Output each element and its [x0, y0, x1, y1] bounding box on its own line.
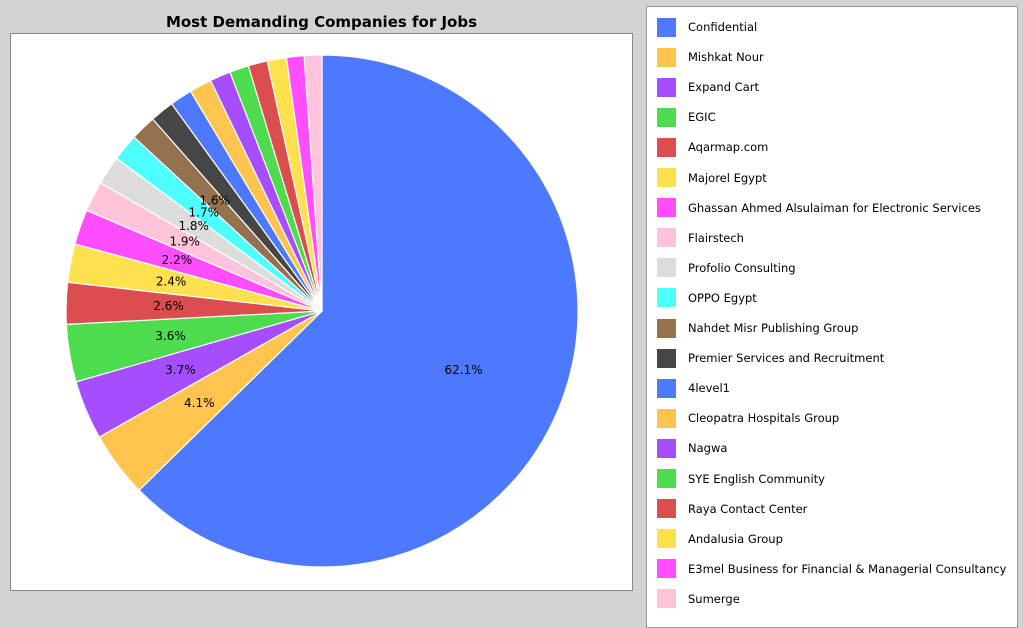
pie-pct-label-confidential: 62.1%	[445, 363, 483, 377]
legend-item-majorel-egypt: Majorel Egypt	[657, 168, 767, 188]
legend-item-nagwa: Nagwa	[657, 438, 727, 458]
legend-label: Expand Cart	[688, 80, 759, 95]
legend-swatch	[657, 408, 676, 428]
legend-swatch	[657, 318, 676, 338]
legend-item-egic: EGIC	[657, 107, 716, 127]
legend-label: EGIC	[688, 110, 716, 125]
chart-legend: Confidential Mishkat Nour Expand Cart EGIC A…	[646, 6, 1018, 628]
legend-label: Mishkat Nour	[688, 50, 764, 65]
pie-pct-label-majorel-egypt: 2.4%	[156, 275, 187, 289]
legend-swatch	[657, 378, 676, 398]
legend-item-aqarmap-com: Aqarmap.com	[657, 137, 768, 157]
legend-swatch	[657, 469, 676, 488]
legend-label: Nahdet Misr Publishing Group	[688, 321, 859, 335]
legend-label: Majorel Egypt	[688, 170, 767, 185]
legend-item-raya-contact-center: Raya Contact Center	[657, 499, 807, 519]
legend-label: Andalusia Group	[688, 531, 783, 546]
legend-swatch	[657, 228, 676, 248]
legend-item-ghassan-ahmed-alsulaiman-for-electronic-services: Ghassan Ahmed Alsulaiman for Electronic …	[657, 198, 981, 218]
legend-swatch	[657, 288, 676, 308]
chart-title: Most Demanding Companies for Jobs	[165, 13, 478, 31]
pie-pct-label-nahdet-misr-publishing-group: 1.6%	[199, 194, 230, 208]
legend-swatch	[657, 77, 676, 97]
legend-label: Sumerge	[688, 591, 740, 606]
pie-pct-label-mishkat-nour: 4.1%	[184, 396, 215, 410]
legend-swatch	[657, 529, 676, 549]
legend-label: Nagwa	[688, 441, 728, 456]
legend-swatch	[657, 499, 676, 519]
pie-pct-label-oppo-egypt: 1.7%	[189, 205, 220, 219]
legend-swatch	[657, 47, 676, 67]
legend-swatch	[657, 198, 676, 218]
legend-swatch	[657, 589, 676, 609]
legend-label: Profolio Consulting	[688, 260, 796, 275]
legend-item-andalusia-group: Andalusia Group	[657, 529, 783, 549]
pie-slice-confidential	[138, 54, 579, 568]
legend-label: SYE English Community	[688, 471, 825, 486]
legend-swatch	[657, 559, 676, 579]
pie-pct-label-ghassan-ahmed-alsulaiman-for-electronic-services: 2.2%	[162, 253, 193, 267]
legend-label: Raya Contact Center	[688, 501, 808, 516]
legend-swatch	[657, 258, 676, 278]
legend-label: Flairstech	[688, 230, 744, 245]
legend-swatch	[657, 438, 676, 458]
pie-pct-label-profolio-consulting: 1.8%	[178, 219, 209, 233]
legend-item-profolio-consulting: Profolio Consulting	[657, 258, 796, 278]
pie-pct-label-expand-cart: 3.7%	[165, 363, 196, 377]
legend-label: Aqarmap.com	[688, 140, 769, 155]
legend-label: Premier Services and Recruitment	[688, 351, 885, 366]
legend-item-sumerge: Sumerge	[657, 589, 740, 609]
legend-item-confidential: Confidential	[657, 17, 757, 37]
pie-pct-label-flairstech: 1.9%	[169, 235, 200, 249]
legend-item-4level1: 4level1	[657, 378, 730, 398]
legend-label: Ghassan Ahmed Alsulaiman for Electronic …	[688, 200, 981, 215]
legend-swatch	[657, 137, 676, 157]
legend-label: E3mel Business for Financial & Manageria…	[688, 561, 1007, 576]
pie-pct-label-aqarmap-com: 2.6%	[153, 299, 184, 313]
legend-item-sye-english-community: SYE English Community	[657, 469, 825, 489]
legend-item-cleopatra-hospitals-group: Cleopatra Hospitals Group	[657, 408, 839, 428]
legend-label: Cleopatra Hospitals Group	[688, 411, 840, 426]
legend-swatch	[657, 348, 676, 368]
legend-label: OPPO Egypt	[688, 290, 757, 305]
legend-label: Confidential	[688, 20, 758, 34]
legend-swatch	[657, 168, 676, 187]
pie-chart: 62.1% 4.1% 3.7% 3.6% 2.6% 2.4% 2.2% 1.9% 1.8%1.7…	[65, 54, 579, 568]
pie-chart-panel: 62.1% 4.1% 3.7% 3.6% 2.6% 2.4% 2.2% 1.9% 1.8% 1.7…	[10, 33, 633, 591]
legend-item-oppo-egypt: OPPO Egypt	[657, 288, 757, 308]
legend-item-flairstech: Flairstech	[657, 228, 744, 248]
legend-swatch	[657, 17, 676, 37]
legend-item-nahdet-misr-publishing-group: Nahdet Misr Publishing Group	[657, 318, 858, 338]
legend-swatch	[657, 107, 676, 127]
legend-item-mishkat-nour: Mishkat Nour	[657, 47, 764, 67]
legend-item-expand-cart: Expand Cart	[657, 77, 759, 97]
legend-item-e3mel-business-for-financial-managerial-consultancy: E3mel Business for Financial & Manageria…	[657, 559, 1007, 579]
pie-pct-label-egic: 3.6%	[155, 329, 186, 343]
pie-slice-sumerge	[303, 54, 323, 312]
legend-label: 4level1	[688, 381, 730, 396]
legend-item-premier-services-and-recruitment: Premier Services and Recruitment	[657, 348, 884, 368]
